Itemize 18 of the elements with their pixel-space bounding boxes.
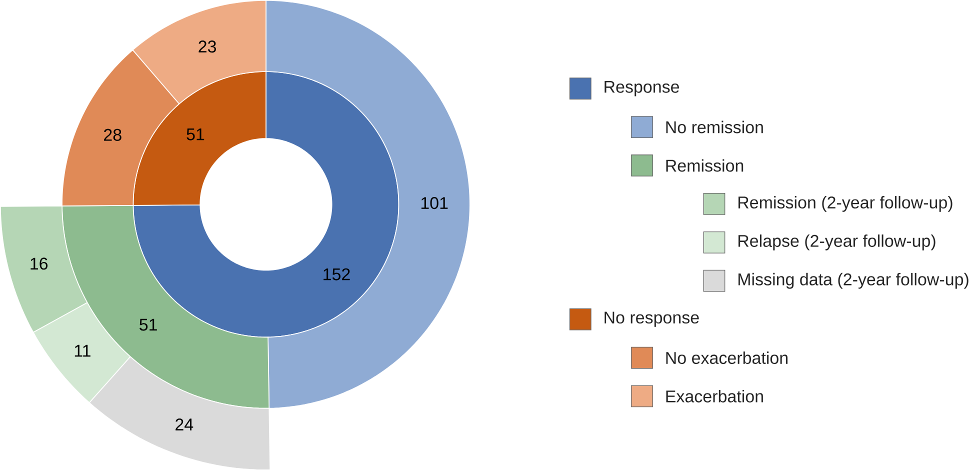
legend-label: Relapse (2-year follow-up) xyxy=(738,234,936,250)
data-label: 152 xyxy=(324,268,350,280)
data-label: 51 xyxy=(186,128,204,140)
legend-label: Remission (2-year follow-up) xyxy=(738,196,952,212)
data-label: 28 xyxy=(104,128,122,141)
data-label: 11 xyxy=(74,344,90,356)
data-label: 23 xyxy=(198,40,216,52)
data-label: 51 xyxy=(140,318,157,331)
data-label: 16 xyxy=(30,257,48,270)
legend-label: Response xyxy=(604,80,680,96)
legend-label: No exacerbation xyxy=(666,351,788,364)
data-label: 24 xyxy=(176,418,194,430)
legend-label: Missing data (2-year follow-up) xyxy=(738,272,968,289)
legend-label: No remission xyxy=(666,120,763,134)
legend-label: Remission xyxy=(666,159,744,172)
data-label: 101 xyxy=(421,196,448,209)
legend-label: No response xyxy=(604,312,699,327)
legend-label: Exacerbation xyxy=(666,390,763,402)
